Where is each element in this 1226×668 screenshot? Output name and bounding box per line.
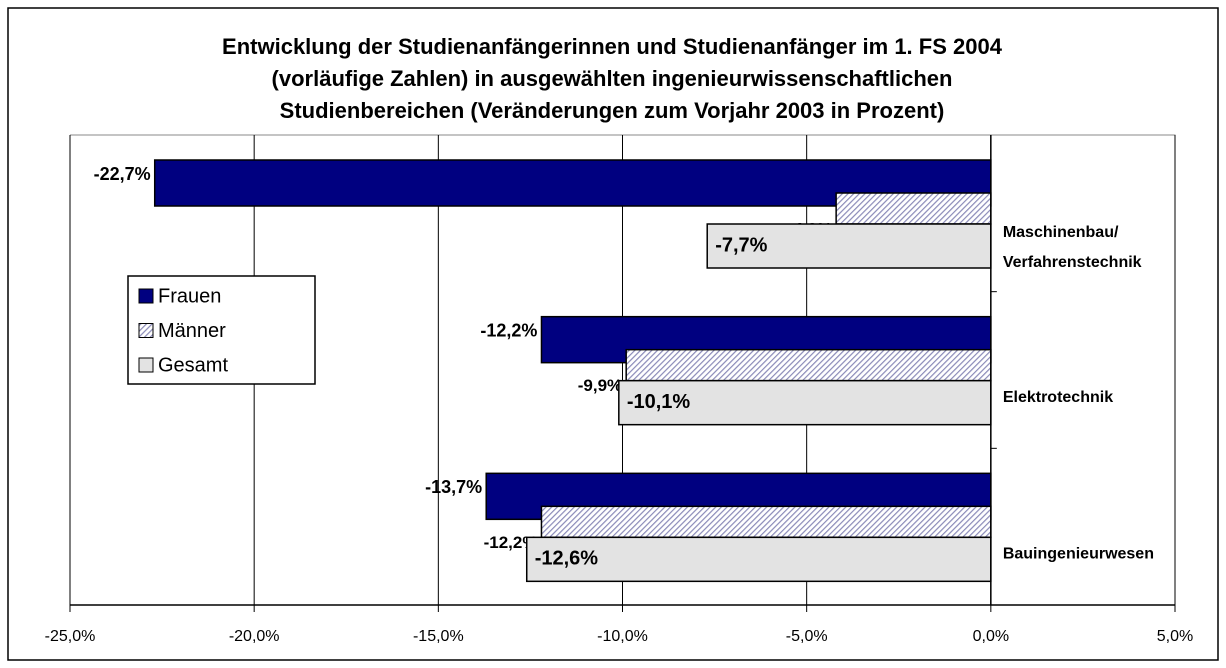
legend-label: Männer [158, 320, 226, 342]
bar [835, 192, 992, 225]
legend-label: Gesamt [158, 354, 228, 376]
bar [525, 536, 992, 583]
x-tick-label: -10,0% [597, 628, 648, 645]
x-tick-label: -20,0% [229, 628, 280, 645]
legend-swatch [138, 357, 154, 373]
x-tick-label: 0,0% [973, 628, 1009, 645]
x-tick-label: -25,0% [45, 628, 96, 645]
data-label: -13,7% [425, 477, 482, 497]
y-tick-label: Maschinenbau/Verfahrenstechnik [1003, 224, 1142, 271]
data-label: -7,7% [715, 234, 767, 256]
chart-title: Entwicklung der Studienanfängerinnen und… [222, 34, 1003, 59]
x-tick-label: 5,0% [1157, 628, 1193, 645]
plot-area: -25,0% -20,0% -15,0% -10,0% -5,0% 0,0% 5,0% -22… [45, 134, 1193, 645]
y-tick-label: Bauingenieurwesen [1003, 546, 1154, 563]
y-tick-label: Elektrotechnik [1003, 389, 1113, 406]
legend-swatch [138, 288, 154, 304]
bar [625, 348, 992, 382]
legend-label: Frauen [158, 285, 221, 307]
data-label: -22,7% [94, 164, 151, 184]
chart-title: Studienbereichen (Veränderungen zum Vorj… [280, 98, 945, 123]
legend-box [127, 275, 316, 385]
x-tick-label: -15,0% [413, 628, 464, 645]
bar [540, 505, 992, 539]
legend-swatch [138, 323, 154, 338]
data-label: -10,1% [627, 391, 691, 413]
data-label: -12,6% [535, 548, 599, 570]
data-label: -12,2% [480, 320, 537, 340]
data-label: -9,9% [578, 376, 622, 395]
x-tick-label: -5,0% [786, 628, 828, 645]
chart-title: (vorläufige Zahlen) in ausgewählten inge… [272, 66, 953, 91]
data-label: -12,2% [484, 533, 538, 552]
